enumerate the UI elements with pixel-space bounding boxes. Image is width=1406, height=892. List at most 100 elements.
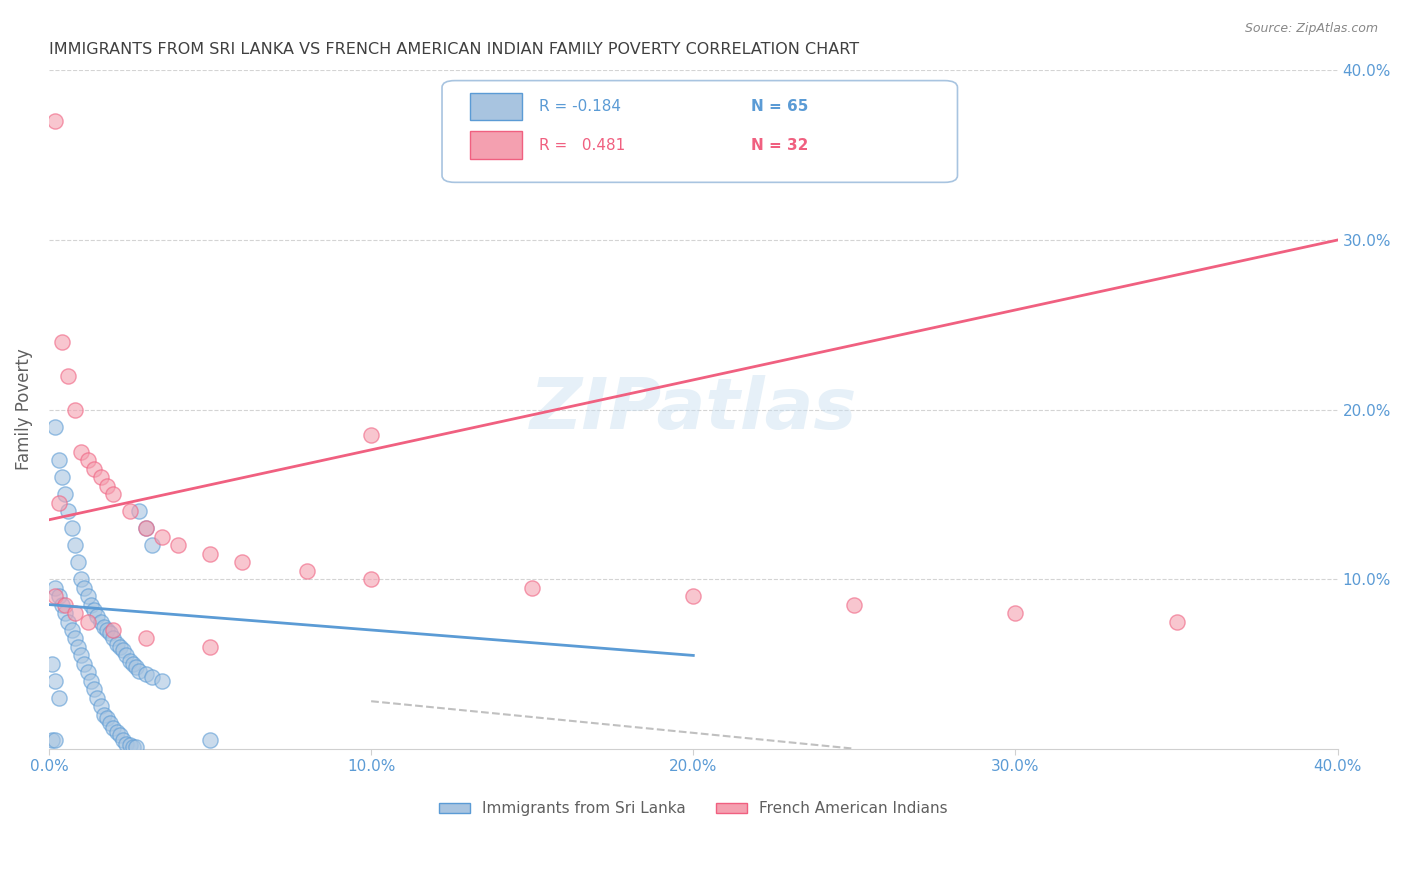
Point [58, 368, 80, 383]
Point [63, 606, 86, 620]
Point [105, 636, 128, 650]
Point [70, 572, 93, 586]
Point [60, 521, 83, 535]
Point [121, 739, 143, 754]
Point [682, 589, 704, 603]
Point [44, 673, 66, 688]
Point [128, 664, 150, 678]
Point [44, 733, 66, 747]
Legend: Immigrants from Sri Lanka, French American Indians: Immigrants from Sri Lanka, French Americ… [433, 796, 953, 822]
Point [96, 479, 118, 493]
Text: R =   0.481: R = 0.481 [538, 137, 624, 153]
Point [41, 733, 63, 747]
Point [66, 555, 89, 569]
Point [58, 615, 80, 629]
Point [73, 581, 96, 595]
Point [93, 619, 115, 633]
Point [98, 626, 121, 640]
Point [103, 632, 125, 646]
Point [60, 623, 83, 637]
Point [105, 724, 128, 739]
Point [63, 402, 86, 417]
Point [103, 623, 125, 637]
Text: Source: ZipAtlas.com: Source: ZipAtlas.com [1244, 22, 1378, 36]
Point [121, 657, 143, 671]
Point [41, 657, 63, 671]
Point [44, 581, 66, 595]
Point [83, 462, 105, 476]
Point [96, 623, 118, 637]
Point [89, 470, 111, 484]
Point [98, 716, 121, 731]
Point [48, 589, 70, 603]
Point [360, 428, 382, 442]
FancyBboxPatch shape [471, 93, 522, 120]
Point [89, 615, 111, 629]
Point [80, 598, 103, 612]
Point [83, 602, 105, 616]
Point [128, 504, 150, 518]
Point [48, 690, 70, 705]
Point [83, 682, 105, 697]
Point [44, 114, 66, 128]
Point [89, 699, 111, 714]
Point [125, 739, 148, 754]
Point [522, 581, 544, 595]
Point [73, 657, 96, 671]
Point [115, 737, 138, 751]
Point [48, 453, 70, 467]
Point [1004, 606, 1026, 620]
Point [115, 648, 138, 663]
Point [135, 521, 157, 535]
Point [58, 504, 80, 518]
Point [231, 555, 253, 569]
Point [141, 671, 163, 685]
Point [135, 667, 157, 681]
Point [44, 419, 66, 434]
FancyBboxPatch shape [441, 80, 957, 182]
Point [86, 690, 108, 705]
Point [103, 722, 125, 736]
Text: N = 32: N = 32 [751, 137, 808, 153]
Point [150, 530, 173, 544]
Point [76, 453, 98, 467]
Y-axis label: Family Poverty: Family Poverty [15, 349, 32, 470]
Point [76, 615, 98, 629]
Point [198, 640, 221, 654]
Point [1166, 615, 1188, 629]
Point [63, 632, 86, 646]
Point [76, 589, 98, 603]
Text: R = -0.184: R = -0.184 [538, 99, 620, 114]
Point [118, 504, 141, 518]
Point [295, 564, 318, 578]
Point [844, 598, 866, 612]
Point [103, 487, 125, 501]
Point [53, 487, 76, 501]
Point [76, 665, 98, 680]
Point [66, 640, 89, 654]
Point [198, 733, 221, 747]
Point [53, 606, 76, 620]
Point [166, 538, 188, 552]
Point [70, 648, 93, 663]
Point [135, 521, 157, 535]
Point [63, 538, 86, 552]
Point [48, 496, 70, 510]
Text: ZIPatlas: ZIPatlas [530, 375, 858, 444]
Point [118, 739, 141, 753]
Point [80, 673, 103, 688]
Point [86, 609, 108, 624]
Point [112, 733, 135, 747]
Point [108, 640, 131, 654]
Point [53, 598, 76, 612]
Point [198, 547, 221, 561]
Point [125, 660, 148, 674]
Point [135, 632, 157, 646]
Point [51, 470, 73, 484]
Text: N = 65: N = 65 [751, 99, 808, 114]
Point [70, 445, 93, 459]
Text: IMMIGRANTS FROM SRI LANKA VS FRENCH AMERICAN INDIAN FAMILY POVERTY CORRELATION C: IMMIGRANTS FROM SRI LANKA VS FRENCH AMER… [49, 42, 859, 57]
Point [150, 673, 173, 688]
Point [108, 728, 131, 742]
Point [44, 589, 66, 603]
